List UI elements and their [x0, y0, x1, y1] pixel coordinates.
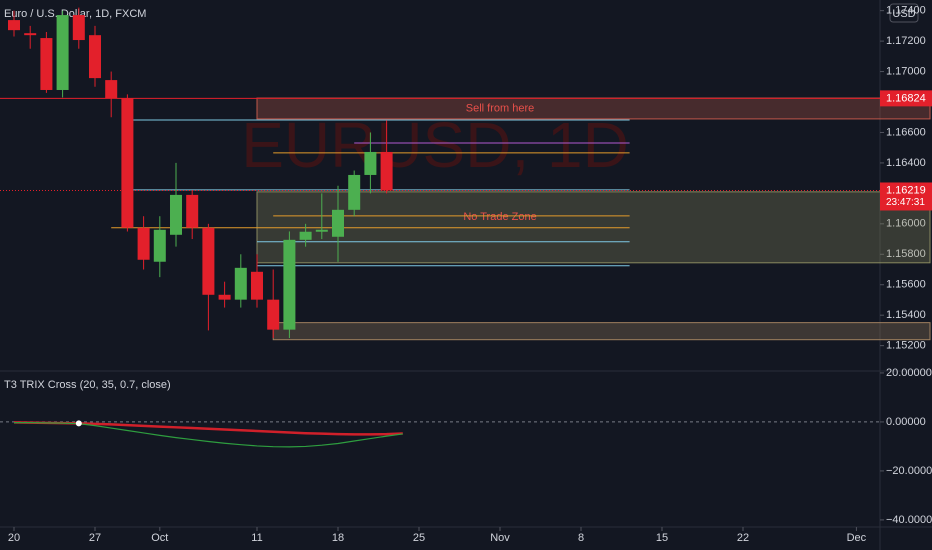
candle-body	[380, 151, 393, 191]
alert-badge	[880, 90, 932, 107]
x-tick-label: Oct	[151, 532, 168, 544]
y-tick-label: −40.00000	[886, 514, 932, 526]
x-tick-label: 8	[578, 532, 584, 544]
candle-body	[234, 267, 247, 300]
candle-body	[218, 294, 231, 300]
chart-title: Euro / U.S. Dollar, 1D, FXCM	[4, 8, 146, 20]
candle-body	[137, 227, 150, 260]
candle-body	[202, 227, 215, 295]
candle-body	[121, 98, 134, 228]
candle-body	[348, 174, 361, 210]
x-tick-label: 20	[8, 532, 20, 544]
candle-body	[364, 151, 377, 175]
x-tick-label: 15	[656, 532, 668, 544]
currency[interactable]: USD	[892, 8, 915, 20]
y-tick-label: 1.16000	[886, 218, 926, 230]
candle-body	[332, 209, 344, 237]
alert-label: 1.16824	[886, 92, 926, 104]
candle-body	[170, 194, 182, 235]
zone-label: Sell from here	[466, 102, 534, 114]
candle-body	[186, 194, 199, 228]
candle-body	[315, 229, 328, 232]
x-tick-label: 18	[332, 532, 344, 544]
y-tick-label: 20.00000	[886, 367, 932, 379]
last-price-badge	[880, 182, 932, 211]
y-tick-label: −20.00000	[886, 465, 932, 477]
x-tick-label: 27	[89, 532, 101, 544]
candle-body	[72, 15, 85, 41]
y-tick-label: 0.00000	[886, 416, 926, 428]
y-tick-label: 1.17000	[886, 65, 926, 77]
x-tick-label: Dec	[847, 532, 867, 544]
y-tick-label: 1.16400	[886, 157, 926, 169]
candle-body	[89, 35, 101, 79]
zone-label: No Trade Zone	[463, 211, 536, 223]
candle-body	[8, 20, 20, 31]
zone	[272, 322, 931, 341]
x-tick-label: Nov	[490, 532, 510, 544]
candle-body	[40, 38, 53, 90]
y-tick-label: 1.17400	[886, 5, 926, 17]
last-price-label: 1.16219	[886, 184, 926, 196]
candle-body	[283, 239, 296, 330]
y-tick-label: 1.17200	[886, 35, 926, 47]
candle-body	[56, 15, 69, 90]
candle-body	[24, 33, 37, 36]
x-tick-label: 22	[737, 532, 749, 544]
y-tick-label: 1.15800	[886, 248, 926, 260]
indicator-title: T3 TRIX Cross (20, 35, 0.7, close)	[4, 379, 171, 391]
candle-body	[299, 231, 312, 240]
y-tick-label: 1.16600	[886, 126, 926, 138]
x-tick-label: 11	[251, 532, 262, 544]
y-tick-label: 1.15200	[886, 340, 926, 352]
y-tick-label: 1.15400	[886, 309, 926, 321]
candle-body	[251, 271, 263, 300]
zone	[256, 97, 931, 120]
y-tick-label: 1.15600	[886, 279, 926, 291]
candle-body	[105, 80, 118, 99]
candle-body	[267, 299, 280, 330]
x-tick-label: 25	[413, 532, 425, 544]
candle-body	[153, 229, 166, 262]
countdown: 23:47:31	[886, 197, 925, 208]
watermark: EURUSD, 1D	[241, 109, 629, 181]
cross-marker	[75, 420, 82, 427]
currency-box[interactable]	[889, 3, 919, 23]
